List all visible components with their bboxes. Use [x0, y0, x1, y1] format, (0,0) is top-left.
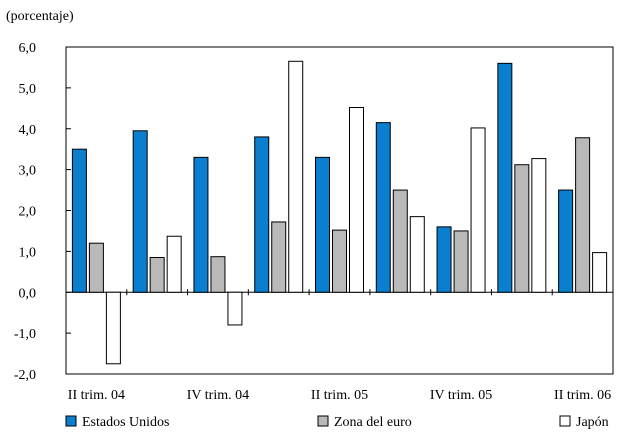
bar-japón [288, 60, 304, 293]
bar-estados-unidos [497, 62, 513, 293]
bar-estados-unidos [193, 156, 209, 293]
bar-japón [105, 291, 121, 365]
bar-zona-del-euro [88, 242, 104, 293]
legend-label: Zona del euro [334, 415, 412, 430]
bar-zona-del-euro [575, 137, 591, 293]
legend: Estados Unidos Zona del euro Japón [65, 415, 609, 430]
y-tick-label: 2,0 [19, 205, 37, 220]
y-tick-label: 6,0 [19, 41, 37, 56]
bar-japón [531, 158, 547, 293]
bar-zona-del-euro [332, 229, 347, 293]
bar-japón [227, 291, 243, 326]
legend-swatch [317, 415, 329, 427]
legend-swatch [65, 415, 77, 427]
x-tick-label: II trim. 05 [311, 388, 368, 403]
x-tick-label: II trim. 06 [554, 388, 611, 403]
bar-estados-unidos [436, 226, 452, 293]
bar-estados-unidos [375, 122, 391, 293]
bar-japón [349, 106, 364, 293]
y-tick-label: -1,0 [14, 327, 36, 342]
bar-zona-del-euro [453, 230, 469, 293]
bar-estados-unidos [132, 130, 148, 293]
y-tick-label: 5,0 [19, 82, 37, 97]
bar-japón [166, 235, 182, 293]
plot-area: 6,0 5,0 4,0 3,0 2,0 1,0 0,0 -1,0 -2,0 II trim. 04… [14, 41, 614, 403]
y-tick-label: 0,0 [19, 286, 37, 301]
x-tick-label: IV trim. 04 [187, 388, 249, 403]
bar-zona-del-euro [210, 256, 226, 293]
unit-label: (porcentaje) [6, 9, 74, 24]
bar-estados-unidos [315, 156, 330, 293]
bar-zona-del-euro [514, 164, 530, 293]
legend-label: Japón [576, 415, 609, 430]
y-tick-label: 4,0 [19, 123, 37, 138]
legend-label: Estados Unidos [82, 415, 170, 430]
bar-zona-del-euro [392, 189, 408, 293]
plot-frame [65, 46, 614, 375]
bar-japón [592, 252, 608, 293]
bar-estados-unidos [558, 189, 574, 293]
y-tick-label: 3,0 [19, 164, 37, 179]
bar-japón [470, 127, 486, 293]
bar-estados-unidos [71, 148, 87, 293]
bar-japón [409, 216, 425, 293]
y-tick-label: -2,0 [14, 368, 36, 383]
x-tick-label: IV trim. 05 [430, 388, 492, 403]
bar-zona-del-euro [271, 221, 287, 293]
bar-zona-del-euro [149, 257, 165, 293]
y-tick-label: 1,0 [19, 245, 37, 260]
x-tick-label: II trim. 04 [68, 388, 125, 403]
legend-swatch [559, 415, 571, 427]
bar-estados-unidos [254, 136, 270, 293]
